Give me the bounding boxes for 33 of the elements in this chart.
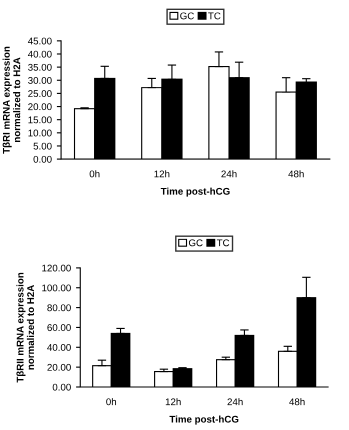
y-tick-label: 20.00 xyxy=(28,103,52,110)
y-tick-label: 15.00 xyxy=(28,116,52,124)
x-tick-label: 48h xyxy=(288,170,304,178)
x-tick-label: 48h xyxy=(289,398,305,406)
y-tick-label: 40.00 xyxy=(28,50,52,58)
x-tick-label: 24h xyxy=(221,170,237,178)
y-tick-label: 30.00 xyxy=(28,77,52,84)
x-tick-label: 0h xyxy=(106,398,116,406)
x-axis-title: Time post-hCG xyxy=(170,416,238,425)
legend-label: TC xyxy=(216,239,230,246)
y-axis-title: TβRI mRNA expression normalized to H2A xyxy=(2,46,20,154)
y-tick-label: 20.00 xyxy=(47,364,71,371)
y-tick-label: 60.00 xyxy=(47,324,71,332)
y-tick-label: 0.00 xyxy=(52,384,71,391)
y-tick-label: 25.00 xyxy=(28,90,52,98)
y-tick-label: 120.00 xyxy=(42,264,71,272)
y-tick-label: 10.00 xyxy=(28,130,52,136)
legend-label: GC xyxy=(180,12,194,20)
y-tick-label: 100.00 xyxy=(42,284,71,292)
x-tick-label: 12h xyxy=(166,398,181,406)
legend-label: GC xyxy=(188,239,203,246)
y-tick-label: 5.00 xyxy=(34,142,52,150)
x-tick-label: 24h xyxy=(228,398,243,406)
legend-label: TC xyxy=(208,12,221,20)
y-tick-label: 40.00 xyxy=(47,344,71,351)
y-tick-label: 0.00 xyxy=(34,156,52,163)
x-tick-label: 0h xyxy=(90,170,100,178)
y-tick-label: 80.00 xyxy=(47,304,71,312)
x-axis-title: Time post-hCG xyxy=(160,188,230,197)
x-tick-label: 12h xyxy=(154,170,170,178)
y-axis-title: TβRII mRNA expression normalized to H2A xyxy=(16,272,34,383)
y-tick-label: 45.00 xyxy=(28,38,52,44)
y-tick-label: 35.00 xyxy=(28,64,52,71)
